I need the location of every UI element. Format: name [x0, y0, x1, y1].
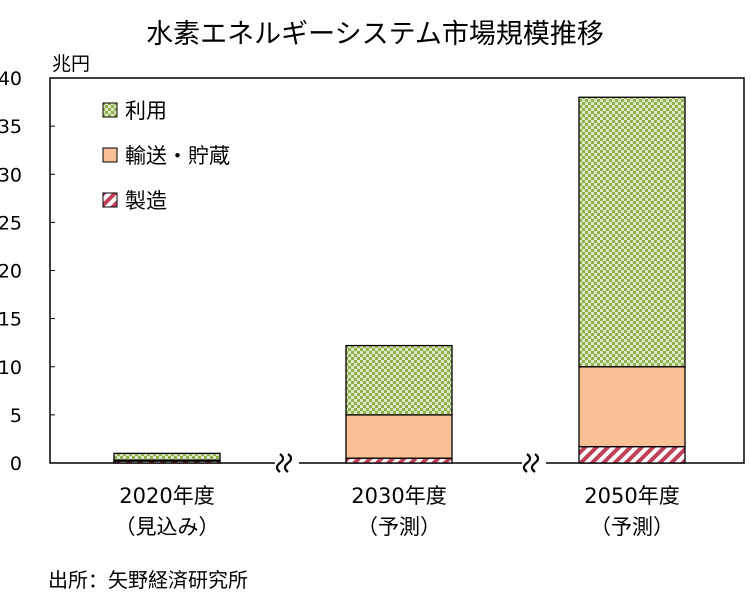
- legend-label: 製造: [125, 189, 167, 213]
- axis-break-mark: [530, 453, 540, 473]
- bar-segment-2-利用: [578, 96, 686, 368]
- source-note: 出所：矢野経済研究所: [48, 568, 248, 592]
- legend-swatch-輸送・貯蔵: [102, 147, 118, 163]
- bar-segment-0-利用: [113, 452, 221, 461]
- axis-break-mark: [283, 453, 293, 473]
- bar-segment-1-輸送・貯蔵: [345, 414, 453, 459]
- y-tick-label: 25: [0, 212, 22, 234]
- x-category-label-year: 2050年度: [584, 484, 679, 508]
- axis-break-mark: [275, 453, 285, 473]
- y-tick-label: 10: [0, 357, 22, 379]
- y-tick-label: 40: [0, 68, 22, 90]
- axis-break-mark: [522, 453, 532, 473]
- y-tick-label: 30: [0, 164, 22, 186]
- bar-segment-2-輸送・貯蔵: [578, 366, 686, 448]
- x-category-label-year: 2020年度: [119, 484, 214, 508]
- bar-segment-2-製造: [578, 445, 686, 464]
- bar-segment-1-製造: [345, 457, 453, 464]
- x-category-label-year: 2030年度: [351, 484, 446, 508]
- legend-swatch-利用: [102, 102, 118, 118]
- y-tick-label: 0: [10, 453, 22, 475]
- chart-title: 水素エネルギーシステム市場規模推移: [146, 19, 604, 50]
- y-tick-label: 35: [0, 116, 22, 138]
- y-tick-label: 20: [0, 261, 22, 283]
- x-category-label-note: （見込み）: [115, 515, 220, 539]
- legend-label: 利用: [125, 99, 167, 123]
- legend-label: 輸送・貯蔵: [125, 144, 230, 168]
- y-axis-unit-label: 兆円: [52, 53, 91, 75]
- bar-segment-1-利用: [345, 344, 453, 416]
- legend-swatch-製造: [102, 192, 118, 208]
- y-tick-label: 5: [10, 405, 22, 427]
- x-category-label-note: （予測）: [357, 515, 441, 539]
- y-tick-label: 15: [0, 309, 22, 331]
- x-category-label-note: （予測）: [590, 515, 674, 539]
